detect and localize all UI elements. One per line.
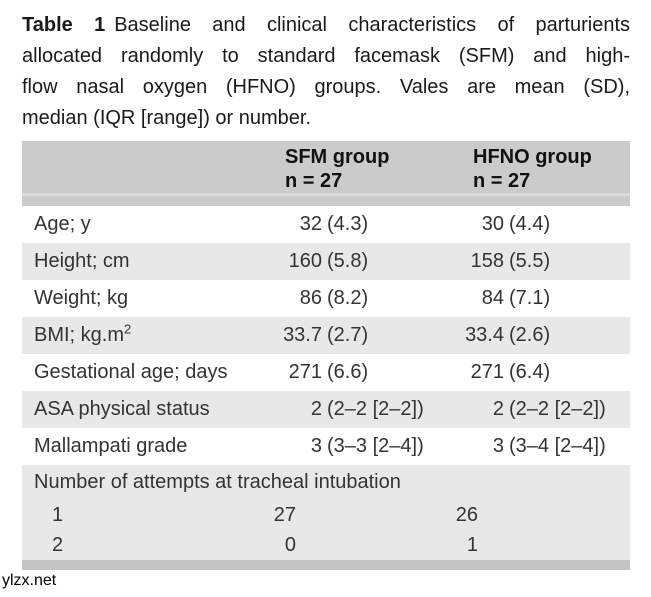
- table-bottom-rule: [22, 560, 630, 570]
- value-number: 271: [288, 361, 322, 383]
- caption-line-1: Table 1 Baseline and clinical characteris…: [22, 10, 630, 41]
- sfm-value: 86 (8.2): [270, 280, 452, 317]
- value-dispersion: (2–2 [2–2]): [509, 398, 606, 420]
- value-number: 271: [470, 361, 504, 383]
- table-number: Table 1: [22, 14, 106, 36]
- value-dispersion: (5.8): [327, 250, 369, 272]
- value-dispersion: (8.2): [327, 287, 369, 309]
- hfno-value: 33.4 (2.6): [452, 317, 630, 354]
- table-row: 2 0 1: [22, 530, 630, 560]
- value-number: 1: [466, 534, 478, 556]
- hfno-value: 271 (6.4): [452, 354, 630, 391]
- hfno-value: 2 (2–2 [2–2]): [452, 391, 630, 428]
- row-label: BMI; kg.m2: [34, 321, 132, 346]
- hfno-value: 26: [452, 500, 630, 530]
- value-number: 2: [310, 398, 322, 420]
- hfno-column-n: n = 27: [473, 170, 531, 192]
- value-dispersion: (2–2 [2–2]): [327, 398, 424, 420]
- table-row: Height; cm 160 (5.8) 158 (5.5): [22, 243, 630, 280]
- value-number: 2: [492, 398, 504, 420]
- value-dispersion: (4.3): [327, 213, 369, 235]
- table-caption: Table 1 Baseline and clinical characteris…: [22, 10, 630, 134]
- sfm-column-n: n = 27: [285, 170, 343, 192]
- value-number: 158: [470, 250, 504, 272]
- row-label: Age; y: [34, 213, 91, 235]
- sfm-column-name: SFM group: [285, 146, 390, 168]
- value-number: 160: [288, 250, 322, 272]
- value-number: 30: [481, 213, 504, 235]
- value-number: 26: [455, 504, 478, 526]
- value-dispersion: (5.5): [509, 250, 551, 272]
- sfm-value: 160 (5.8): [270, 243, 452, 280]
- sfm-value: 271 (6.6): [270, 354, 452, 391]
- hfno-value: 1: [452, 530, 630, 560]
- sfm-value: 32 (4.3): [270, 206, 452, 243]
- row-label: 1: [52, 504, 64, 526]
- value-number: 27: [273, 504, 296, 526]
- row-label: Weight; kg: [34, 287, 129, 309]
- value-number: 3: [310, 435, 322, 457]
- table-body: Age; y 32 (4.3) 30 (4.4) Height; cm 160 (5.8) 15…: [22, 206, 630, 560]
- row-label: Number of attempts at tracheal intubatio…: [34, 471, 401, 493]
- caption-line-3: flow nasal oxygen (HFNO) groups. Vales a…: [22, 76, 630, 98]
- label-superscript: 2: [124, 321, 132, 337]
- column-header-hfno: HFNO group n = 27: [452, 141, 630, 193]
- value-dispersion: (3–3 [2–4]): [327, 435, 424, 457]
- value-number: 3: [492, 435, 504, 457]
- header-divider-line: [22, 193, 630, 196]
- value-number: 32: [299, 213, 322, 235]
- header-bottom-rule: [22, 196, 630, 206]
- row-label: Gestational age; days: [34, 361, 228, 383]
- sfm-value: 3 (3–3 [2–4]): [270, 428, 452, 465]
- value-dispersion: (6.4): [509, 361, 551, 383]
- value-dispersion: (2.7): [327, 324, 369, 346]
- row-label: Mallampati grade: [34, 435, 188, 457]
- table-row: Age; y 32 (4.3) 30 (4.4): [22, 206, 630, 243]
- hfno-column-name: HFNO group: [473, 146, 592, 168]
- table-row: BMI; kg.m2 33.7 (2.7) 33.4 (2.6): [22, 317, 630, 354]
- value-number: 33.7: [283, 324, 322, 346]
- sfm-value: 33.7 (2.7): [270, 317, 452, 354]
- baseline-characteristics-table: SFM group n = 27 HFNO group n = 27 Age; …: [22, 141, 630, 570]
- hfno-value: 158 (5.5): [452, 243, 630, 280]
- row-label: ASA physical status: [34, 398, 210, 420]
- value-dispersion: (7.1): [509, 287, 551, 309]
- table-row: ASA physical status 2 (2–2 [2–2]) 2 (2–2 [2–…: [22, 391, 630, 428]
- value-number: 86: [299, 287, 322, 309]
- value-number: 0: [284, 534, 296, 556]
- value-dispersion: (6.6): [327, 361, 369, 383]
- hfno-value: 30 (4.4): [452, 206, 630, 243]
- table-row: 1 27 26: [22, 500, 630, 530]
- table-row: Weight; kg 86 (8.2) 84 (7.1): [22, 280, 630, 317]
- caption-line-2: allocated randomly to standard facemask …: [22, 45, 630, 67]
- sfm-value: 0: [270, 530, 452, 560]
- value-dispersion: (3–4 [2–4]): [509, 435, 606, 457]
- value-dispersion: (2.6): [509, 324, 551, 346]
- value-dispersion: (4.4): [509, 213, 551, 235]
- caption-text-1: Baseline and clinical characteristics of…: [114, 14, 630, 36]
- row-label: 2: [52, 534, 64, 556]
- column-header-sfm: SFM group n = 27: [270, 141, 452, 193]
- table-row: Gestational age; days 271 (6.6) 271 (6.4): [22, 354, 630, 391]
- row-label: Height; cm: [34, 250, 130, 272]
- table-header-row: SFM group n = 27 HFNO group n = 27: [22, 141, 630, 193]
- value-number: 84: [481, 287, 504, 309]
- caption-line-4: median (IQR [range]) or number.: [22, 107, 312, 129]
- sfm-value: 2 (2–2 [2–2]): [270, 391, 452, 428]
- table-row: Mallampati grade 3 (3–3 [2–4]) 3 (3–4 [2–4]): [22, 428, 630, 465]
- sfm-value: 27: [270, 500, 452, 530]
- value-number: 33.4: [465, 324, 504, 346]
- hfno-value: 84 (7.1): [452, 280, 630, 317]
- hfno-value: 3 (3–4 [2–4]): [452, 428, 630, 465]
- watermark-text: ylzx.net: [2, 572, 57, 589]
- table-row: Number of attempts at tracheal intubatio…: [22, 465, 630, 500]
